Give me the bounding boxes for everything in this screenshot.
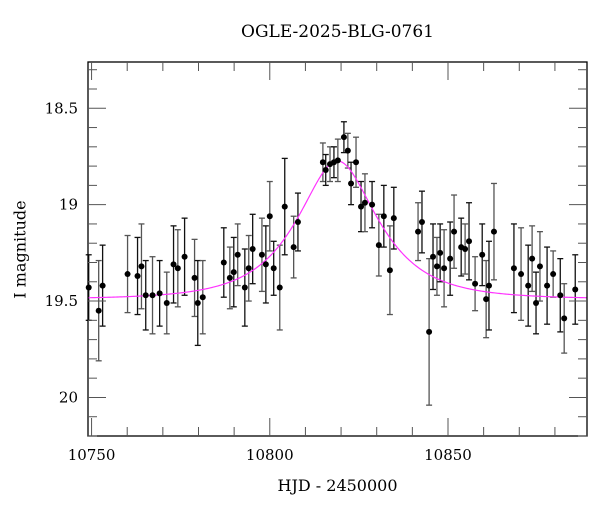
- svg-text:10800: 10800: [246, 446, 294, 464]
- svg-text:10850: 10850: [424, 446, 472, 464]
- x-axis-label: HJD - 2450000: [277, 476, 398, 495]
- svg-text:10750: 10750: [68, 446, 116, 464]
- chart-title: OGLE-2025-BLG-0761: [241, 22, 434, 42]
- svg-text:19: 19: [59, 196, 78, 214]
- svg-text:19.5: 19.5: [45, 292, 78, 310]
- plot-frame: [87, 61, 588, 437]
- axis-ticks: [88, 62, 587, 437]
- axis-tick-labels: 10750 10800 10850 18.5 19 19.5 20: [45, 99, 472, 464]
- data-points: [85, 134, 579, 335]
- svg-text:20: 20: [59, 388, 78, 406]
- svg-text:18.5: 18.5: [45, 99, 78, 117]
